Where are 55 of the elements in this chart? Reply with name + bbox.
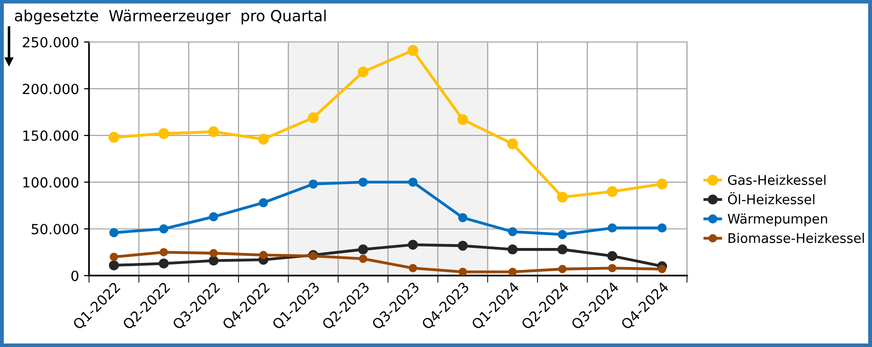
point xyxy=(358,254,368,263)
point xyxy=(209,249,218,258)
point xyxy=(258,134,269,145)
point xyxy=(209,212,218,222)
point xyxy=(508,244,518,254)
point xyxy=(656,178,668,190)
point xyxy=(208,126,219,138)
legend-label: Gas-Heizkessel xyxy=(728,174,826,185)
point xyxy=(110,252,118,262)
point xyxy=(658,223,667,233)
point xyxy=(308,179,318,189)
point xyxy=(508,227,518,236)
point xyxy=(258,198,268,208)
y-tick-label: 200.000 xyxy=(22,84,78,94)
point xyxy=(608,223,617,233)
y-tick-label: 0 xyxy=(71,270,78,282)
y-tick-label: 100.000 xyxy=(23,177,78,188)
point xyxy=(159,224,168,234)
point xyxy=(408,178,418,187)
legend-label: Biomasse-Heizkessel xyxy=(728,232,864,244)
point xyxy=(160,248,168,256)
y-tick-label: 50.000 xyxy=(32,224,78,234)
chart-title: abgesetzte Wärmeerzeuger pro Quartal xyxy=(14,10,326,24)
point xyxy=(108,132,120,143)
point xyxy=(408,264,418,272)
point xyxy=(458,213,468,222)
point xyxy=(259,250,268,260)
point xyxy=(508,268,517,276)
point xyxy=(109,228,118,238)
point xyxy=(607,250,618,261)
point xyxy=(408,240,418,250)
point xyxy=(358,244,368,254)
point xyxy=(208,256,219,266)
point xyxy=(458,240,468,251)
point xyxy=(158,128,170,139)
point xyxy=(608,264,616,272)
y-tick-label: 150.000 xyxy=(23,130,78,141)
point xyxy=(108,260,119,270)
y-tick-label: 250.000 xyxy=(22,36,78,48)
point xyxy=(458,268,467,276)
point xyxy=(158,258,169,268)
point xyxy=(308,112,319,124)
legend-label: Wärmepumpen xyxy=(728,214,828,226)
point xyxy=(358,66,368,78)
point xyxy=(558,230,567,240)
legend-label: Öl-Heizkessel xyxy=(728,192,814,204)
point xyxy=(507,138,518,150)
point xyxy=(606,186,618,197)
point xyxy=(358,178,368,187)
point xyxy=(557,244,568,254)
point xyxy=(558,264,567,274)
point xyxy=(658,264,666,274)
point xyxy=(408,44,418,56)
point xyxy=(457,114,468,125)
point xyxy=(557,192,568,203)
